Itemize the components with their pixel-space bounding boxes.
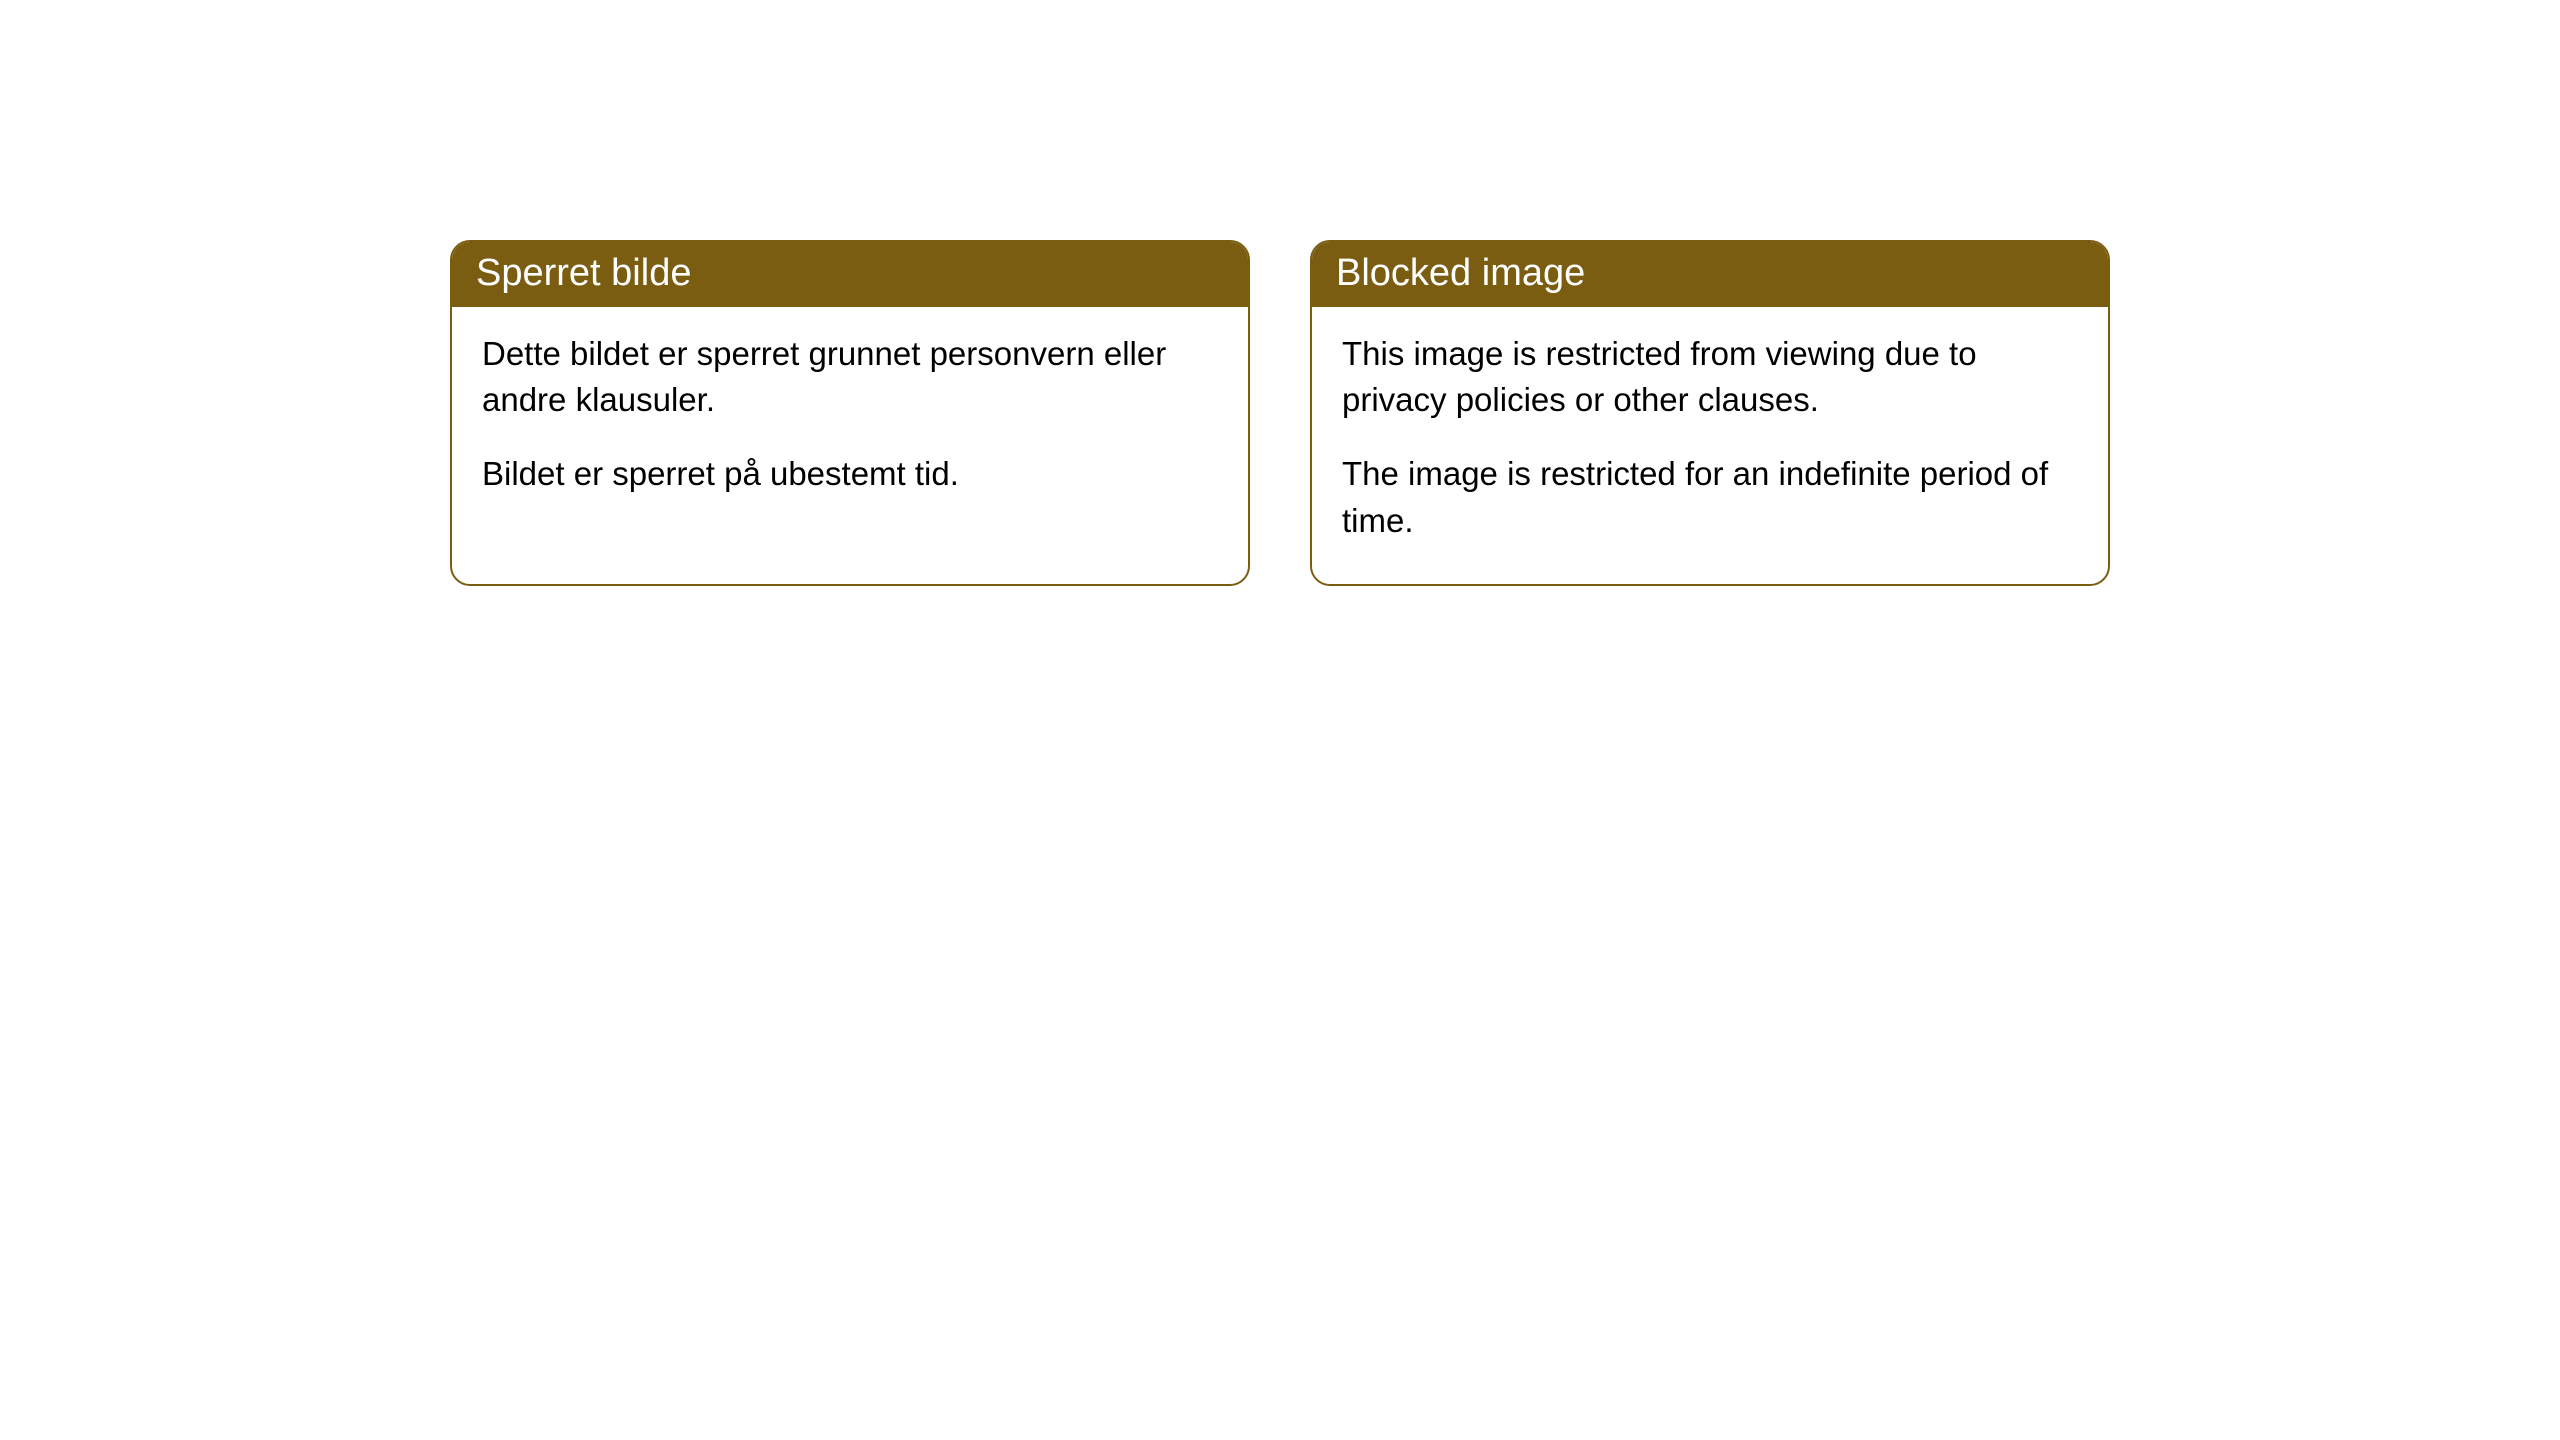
notice-card-norwegian: Sperret bilde Dette bildet er sperret gr… [450, 240, 1250, 586]
card-body: Dette bildet er sperret grunnet personve… [452, 307, 1248, 538]
card-title: Blocked image [1336, 252, 1585, 294]
card-body: This image is restricted from viewing du… [1312, 307, 2108, 584]
notice-container: Sperret bilde Dette bildet er sperret gr… [450, 240, 2110, 586]
notice-paragraph: This image is restricted from viewing du… [1342, 331, 2078, 423]
card-header: Blocked image [1312, 242, 2108, 307]
notice-paragraph: Bildet er sperret på ubestemt tid. [482, 451, 1218, 497]
card-title: Sperret bilde [476, 252, 691, 294]
notice-paragraph: The image is restricted for an indefinit… [1342, 451, 2078, 543]
notice-paragraph: Dette bildet er sperret grunnet personve… [482, 331, 1218, 423]
card-header: Sperret bilde [452, 242, 1248, 307]
notice-card-english: Blocked image This image is restricted f… [1310, 240, 2110, 586]
